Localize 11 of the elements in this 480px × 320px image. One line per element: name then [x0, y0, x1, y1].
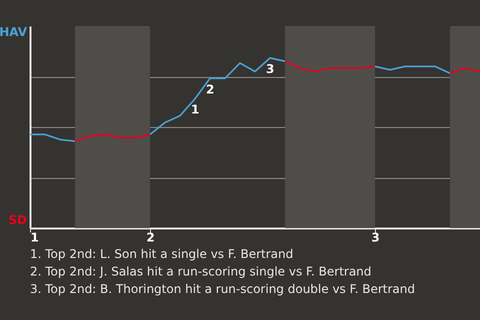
- text: HAV: [0, 25, 28, 39]
- annotation: 1: [191, 102, 200, 117]
- text: 3. Top 2nd: B. Thorington hit a run-scoring double vs F. Bertrand: [30, 282, 415, 296]
- x-tick-label: 2: [146, 230, 155, 244]
- text: 1. Top 2nd: L. Son hit a single vs F. Bertrand: [30, 247, 294, 261]
- text: SD: [8, 213, 28, 227]
- annotation: 3: [266, 62, 274, 76]
- x-tick-label: 1: [30, 230, 39, 244]
- x-tick-label: 3: [371, 230, 380, 244]
- text: 2. Top 2nd: J. Salas hit a run-scoring single vs F. Bertrand: [30, 264, 372, 278]
- annotation: 2: [206, 82, 214, 96]
